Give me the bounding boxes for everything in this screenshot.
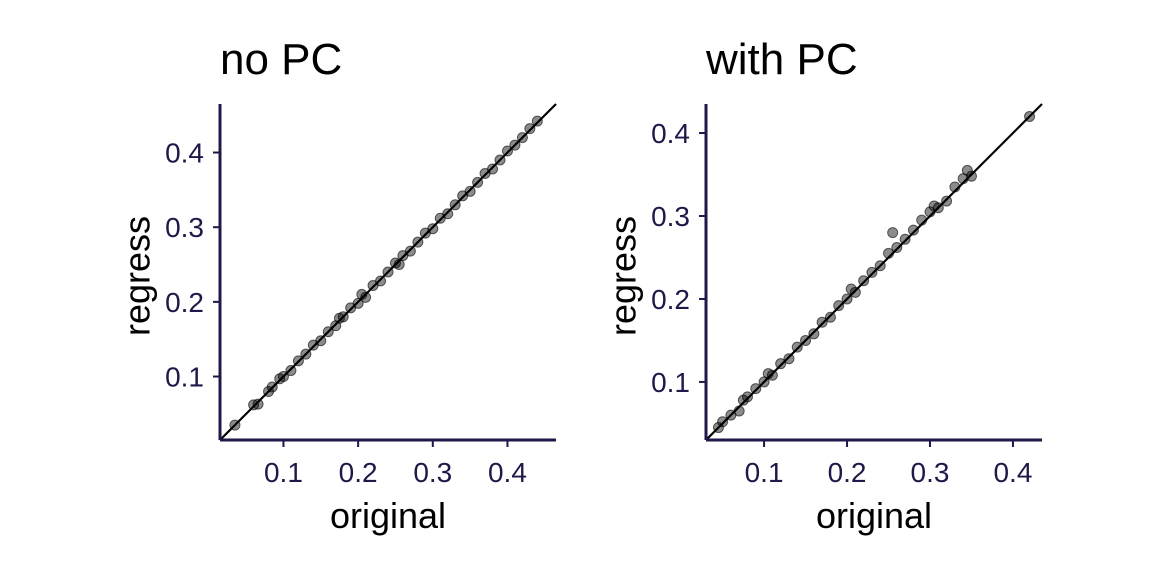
x-tick-label: 0.3 (911, 457, 950, 488)
x-tick-label: 0.4 (488, 457, 527, 488)
y-axis-label: regress (603, 216, 644, 336)
data-point (941, 195, 953, 207)
data-point (907, 224, 919, 236)
data-point (531, 115, 543, 127)
data-point (516, 132, 528, 144)
x-tick-label: 0.4 (993, 457, 1032, 488)
data-point (824, 311, 836, 323)
data-point (741, 391, 753, 403)
scatter-points (712, 110, 1036, 434)
data-point (849, 286, 861, 298)
data-point (382, 266, 394, 278)
x-ticks: 0.1 0.2 0.3 0.4 (745, 440, 1032, 488)
data-point (487, 163, 499, 175)
y-tick-label: 0.3 (165, 212, 204, 243)
data-point (277, 371, 289, 383)
y-tick-label: 0.1 (165, 362, 204, 393)
data-point (965, 170, 977, 182)
data-point (733, 405, 745, 417)
y-tick-label: 0.1 (651, 367, 690, 398)
data-point (285, 365, 297, 377)
data-point (229, 419, 241, 431)
data-point (464, 185, 476, 197)
data-point (712, 422, 724, 434)
data-point (252, 398, 264, 410)
data-point (717, 416, 729, 428)
data-point (442, 208, 454, 220)
x-ticks: 0.1 0.2 0.3 0.4 (264, 440, 527, 488)
data-point (322, 326, 334, 338)
data-point (494, 154, 506, 166)
x-tick-label: 0.1 (745, 457, 784, 488)
y-axis-label: regress (117, 216, 158, 336)
y-tick-label: 0.4 (165, 138, 204, 169)
data-point (449, 199, 461, 211)
data-point (816, 316, 828, 328)
data-point (949, 181, 961, 193)
data-point (775, 358, 787, 370)
y-ticks: 0.1 0.2 0.3 0.4 (165, 138, 220, 393)
y-tick-label: 0.4 (651, 118, 690, 149)
data-point (472, 176, 484, 188)
data-point (791, 341, 803, 353)
x-tick-label: 0.1 (264, 457, 303, 488)
identity-line (705, 103, 1043, 441)
data-point (891, 242, 903, 254)
data-point (866, 266, 878, 278)
panel-no-pc: no PC 0.1 0.2 0.3 0.4 0.1 0.2 0.3 0.4 original… (117, 35, 557, 536)
data-point (315, 335, 327, 347)
data-point (427, 223, 439, 235)
y-tick-label: 0.2 (165, 287, 204, 318)
data-point (509, 139, 521, 151)
data-point (337, 311, 349, 323)
data-point (899, 233, 911, 245)
y-ticks: 0.1 0.2 0.3 0.4 (651, 118, 706, 398)
data-point (932, 202, 944, 214)
data-point (524, 123, 536, 135)
data-point (800, 334, 812, 346)
data-point (833, 300, 845, 312)
data-point (874, 260, 886, 272)
data-point (808, 328, 820, 340)
data-point (858, 275, 870, 287)
data-point (766, 369, 778, 381)
x-tick-label: 0.2 (828, 457, 867, 488)
panel-title: with PC (705, 35, 858, 84)
data-point (292, 355, 304, 367)
panel-with-pc: with PC 0.1 0.2 0.3 0.4 0.1 0.2 0.3 0.4 origin… (603, 35, 1043, 536)
scatter-points (229, 115, 543, 431)
data-point (404, 245, 416, 257)
data-point (783, 353, 795, 365)
data-point (961, 164, 973, 176)
data-point (883, 247, 895, 259)
panel-title: no PC (220, 35, 342, 84)
x-tick-label: 0.2 (339, 457, 378, 488)
y-tick-label: 0.3 (651, 201, 690, 232)
data-point (916, 214, 928, 226)
data-point (1024, 110, 1036, 122)
data-point (360, 291, 372, 303)
data-point (841, 293, 853, 305)
data-point (887, 227, 899, 239)
data-point (375, 275, 387, 287)
data-point (750, 383, 762, 395)
data-point (266, 381, 278, 393)
data-point (300, 348, 312, 360)
x-axis-label: original (330, 495, 446, 536)
x-tick-label: 0.3 (413, 457, 452, 488)
data-point (412, 236, 424, 248)
data-point (501, 145, 513, 157)
x-axis-label: original (816, 495, 932, 536)
y-tick-label: 0.2 (651, 284, 690, 315)
